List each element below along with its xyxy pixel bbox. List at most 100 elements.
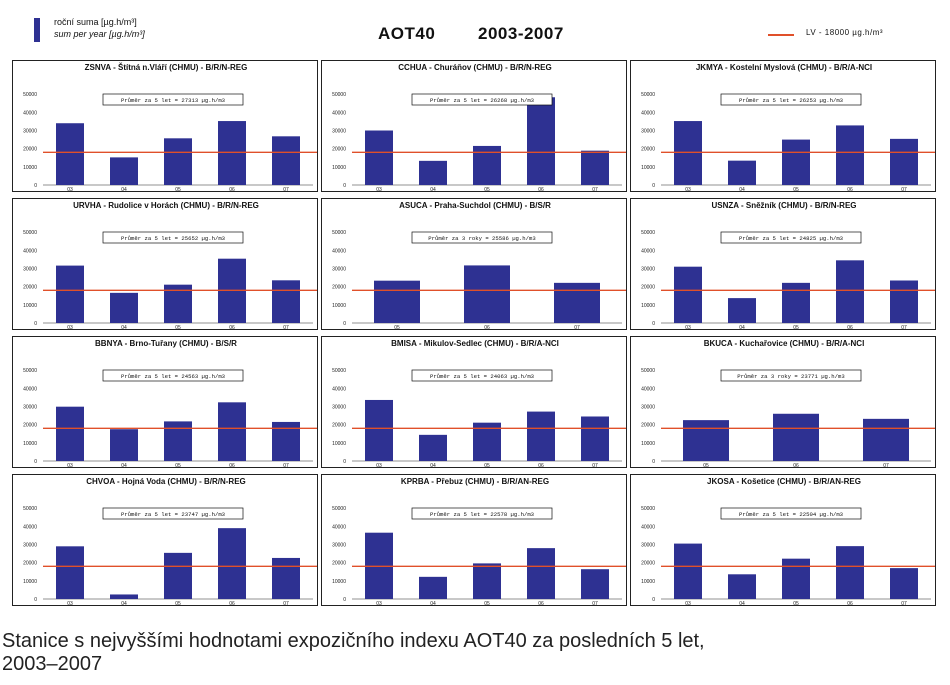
y-tick-label: 30000: [332, 129, 346, 135]
x-tick-label: 03: [685, 601, 691, 607]
bar: [473, 422, 501, 461]
bar: [728, 298, 756, 323]
chart-title: CCHUA - Churáňov (CHMU) - B/R/N-REG: [398, 63, 551, 72]
bar: [56, 546, 84, 599]
x-tick-label: 06: [229, 463, 235, 469]
bar: [110, 429, 138, 461]
x-tick-label: 06: [484, 325, 490, 331]
main-title: AOT40: [378, 24, 436, 43]
bar: [581, 416, 609, 461]
y-tick-label: 10000: [332, 165, 346, 171]
y-tick-label: 40000: [641, 386, 655, 392]
y-tick-label: 10000: [641, 303, 655, 309]
chart-svg: BMISA - Mikulov-Sedlec (CHMU) - B/R/A-NC…: [332, 339, 626, 469]
station-chart: JKOSA - Košetice (CHMU) - B/R/AN-REG 0 100…: [630, 474, 936, 607]
x-tick-label: 03: [376, 187, 382, 193]
y-tick-label: 20000: [332, 285, 346, 291]
chart-title: JKOSA - Košetice (CHMU) - B/R/AN-REG: [707, 477, 861, 486]
y-tick-label: 30000: [641, 267, 655, 273]
bar: [218, 528, 246, 599]
bar: [683, 420, 729, 461]
bar: [56, 123, 84, 185]
caption-line-1: Stanice s nejvyššími hodnotami expoziční…: [2, 630, 705, 652]
chart-grid: ZSNVA - Štítná n.Vláří (CHMU) - B/R/N-RE…: [12, 60, 936, 607]
y-tick-label: 40000: [332, 524, 346, 530]
header: roční suma [µg.h/m³] sum per year [µg.h/…: [0, 0, 950, 56]
x-tick-label: 04: [430, 187, 436, 193]
station-chart: BMISA - Mikulov-Sedlec (CHMU) - B/R/A-NC…: [321, 336, 627, 469]
limit-legend-label: LV - 18000 µg.h/m³: [806, 28, 884, 37]
x-tick-label: 07: [592, 601, 598, 607]
station-chart: JKMYA - Kostelní Myslová (CHMU) - B/R/A-…: [630, 60, 936, 193]
x-tick-label: 07: [592, 187, 598, 193]
chart-svg: ASUCA - Praha-Suchdol (CHMU) - B/S/R 0 100…: [332, 201, 626, 331]
y-tick-label: 10000: [332, 579, 346, 585]
bar: [419, 576, 447, 599]
bar: [782, 139, 810, 185]
average-label: Průměr za 5 let = 22578 µg.h/m3: [430, 511, 534, 518]
average-box: [411, 369, 553, 382]
x-tick-label: 04: [121, 325, 127, 331]
average-label: Průměr za 5 let = 24063 µg.h/m3: [430, 373, 534, 380]
chart-title: BMISA - Mikulov-Sedlec (CHMU) - B/R/A-NC…: [391, 339, 559, 348]
bar: [164, 284, 192, 323]
chart-svg: JKOSA - Košetice (CHMU) - B/R/AN-REG 0 100…: [641, 477, 935, 607]
y-tick-label: 0: [652, 321, 655, 327]
y-tick-label: 20000: [23, 423, 37, 429]
chart-svg: USNZA - Sněžník (CHMU) - B/R/N-REG 0 10000…: [641, 201, 935, 331]
x-tick-label: 05: [175, 601, 181, 607]
y-tick-label: 50000: [23, 92, 37, 98]
x-tick-label: 05: [703, 463, 709, 469]
bar: [863, 418, 909, 461]
legend-label-english: sum per year [µg.h/m³]: [54, 29, 145, 39]
legend-swatch: [34, 18, 40, 42]
y-tick-label: 10000: [641, 579, 655, 585]
x-tick-label: 06: [538, 463, 544, 469]
x-tick-label: 07: [901, 601, 907, 607]
y-tick-label: 0: [652, 597, 655, 603]
legend-label-czech: roční suma [µg.h/m³]: [54, 17, 137, 27]
y-tick-label: 20000: [23, 147, 37, 153]
y-tick-label: 20000: [23, 285, 37, 291]
bar: [110, 292, 138, 323]
y-tick-label: 40000: [332, 248, 346, 254]
y-tick-label: 20000: [641, 423, 655, 429]
bar: [419, 160, 447, 185]
x-tick-label: 05: [394, 325, 400, 331]
x-tick-label: 06: [793, 463, 799, 469]
figure-caption: Stanice s nejvyššími hodnotami expoziční…: [2, 630, 705, 676]
bar: [836, 260, 864, 323]
bar: [527, 548, 555, 599]
x-tick-label: 06: [847, 187, 853, 193]
x-tick-label: 05: [793, 601, 799, 607]
chart-title: URVHA - Rudolice v Horách (CHMU) - B/R/N…: [73, 201, 259, 210]
x-tick-label: 03: [67, 325, 73, 331]
main-title-years: 2003-2007: [478, 24, 564, 43]
average-label: Průměr za 5 let = 24563 µg.h/m3: [121, 373, 225, 380]
y-tick-label: 10000: [23, 165, 37, 171]
y-tick-label: 30000: [332, 543, 346, 549]
y-tick-label: 20000: [332, 561, 346, 567]
bar: [782, 558, 810, 599]
y-tick-label: 30000: [23, 129, 37, 135]
x-tick-label: 03: [67, 187, 73, 193]
y-tick-label: 0: [34, 597, 37, 603]
x-tick-label: 04: [430, 463, 436, 469]
average-box: [102, 93, 244, 106]
chart-svg: CHVOA - Hojná Voda (CHMU) - B/R/N-REG 0 10…: [23, 477, 317, 607]
y-tick-label: 10000: [641, 441, 655, 447]
bar: [527, 411, 555, 461]
chart-svg: JKMYA - Kostelní Myslová (CHMU) - B/R/A-…: [641, 63, 935, 193]
bar: [365, 130, 393, 185]
station-chart: KPRBA - Přebuz (CHMU) - B/R/AN-REG 0 10000…: [321, 474, 627, 607]
x-tick-label: 03: [376, 601, 382, 607]
y-tick-label: 10000: [23, 579, 37, 585]
y-tick-label: 20000: [641, 561, 655, 567]
x-tick-label: 06: [229, 601, 235, 607]
y-tick-label: 30000: [23, 405, 37, 411]
y-tick-label: 0: [343, 597, 346, 603]
x-tick-label: 05: [484, 463, 490, 469]
y-tick-label: 50000: [23, 368, 37, 374]
chart-title: ZSNVA - Štítná n.Vláří (CHMU) - B/R/N-RE…: [85, 63, 248, 72]
y-tick-label: 50000: [332, 230, 346, 236]
